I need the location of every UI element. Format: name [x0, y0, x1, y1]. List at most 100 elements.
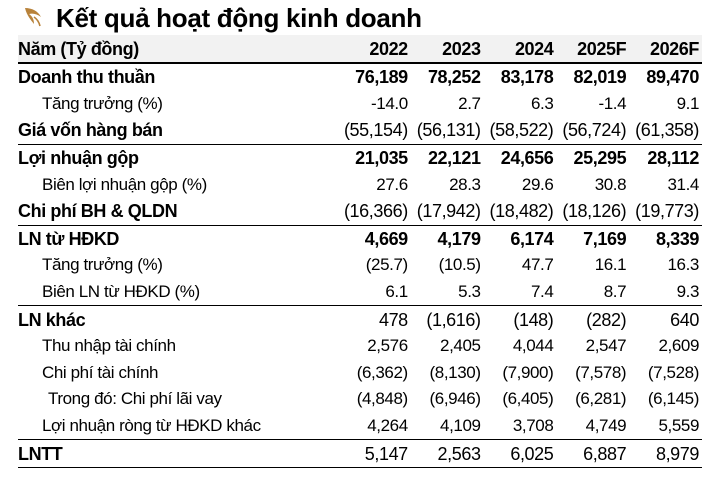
row-label: Doanh thu thuần — [18, 67, 155, 88]
header-year: 2022 — [338, 35, 411, 64]
row-label: LN từ HĐKD — [18, 224, 338, 253]
cell-value: 25,295 — [556, 143, 630, 172]
table-row: Lợi nhuận ròng từ HĐKD khác 4,264 4,109 … — [18, 413, 702, 440]
title-bar: Kết quả hoạt động kinh doanh — [0, 0, 711, 36]
cell-value: (6,405) — [502, 389, 554, 409]
cell-value: (61,358) — [635, 120, 699, 141]
cell-value: (6,281) — [575, 389, 627, 409]
row-label: Tăng trưởng (%) — [42, 255, 163, 275]
row-label: Biên LN từ HĐKD (%) — [42, 282, 200, 302]
cell-value: (1,616) — [410, 305, 484, 333]
table-header-row: Năm (Tỷ đồng) 2022 2023 2024 2025F 2026F — [18, 35, 702, 64]
header-label: Năm (Tỷ đồng) — [18, 35, 338, 64]
row-label: Chi phí tài chính — [42, 362, 159, 382]
cell-value: (58,522) — [489, 120, 554, 141]
cell-value: 24,656 — [483, 143, 557, 172]
cell-value: 27.6 — [376, 174, 408, 194]
table-row: LN từ HĐKD 4,669 4,179 6,174 7,169 8,339 — [18, 224, 702, 253]
header-year: 2025F — [556, 35, 630, 64]
table-row: Trong đó: Chi phí lãi vay (4,848) (6,946… — [18, 386, 702, 413]
cell-value: 2,405 — [440, 336, 481, 356]
page-title: Kết quả hoạt động kinh doanh — [56, 3, 422, 33]
cell-value: 6.3 — [530, 93, 554, 113]
cell-value: 6,025 — [483, 439, 557, 468]
cell-value: 6,174 — [483, 224, 557, 253]
cell-value: 8,339 — [629, 224, 702, 253]
table-row: Biên LN từ HĐKD (%) 6.1 5.3 7.4 8.7 9.3 — [18, 279, 702, 306]
header-year: 2024 — [483, 35, 557, 64]
cell-value: 2.7 — [458, 93, 481, 113]
cell-value: (7,900) — [502, 362, 554, 382]
cell-value: 16.3 — [667, 255, 700, 275]
cell-value: (25.7) — [365, 255, 408, 275]
cell-value: 640 — [629, 305, 702, 333]
cell-value: 16.1 — [594, 255, 627, 275]
cell-value: 6,887 — [556, 439, 630, 468]
cell-value: 21,035 — [338, 143, 411, 172]
cell-value: 47.7 — [521, 255, 554, 275]
row-label: Giá vốn hàng bán — [18, 120, 163, 141]
cell-value: (56,724) — [562, 120, 627, 141]
header-year: 2026F — [629, 35, 702, 64]
cell-value: (10.5) — [438, 255, 481, 275]
table-row: Tăng trưởng (%) -14.0 2.7 6.3 -1.4 9.1 — [18, 91, 702, 118]
row-label: LN khác — [18, 305, 338, 333]
cell-value: (6,145) — [647, 389, 699, 409]
table-row: Thu nhập tài chính 2,576 2,405 4,044 2,5… — [18, 333, 702, 360]
row-label: LNTT — [18, 439, 338, 468]
cell-value: (17,942) — [416, 201, 481, 222]
leaf-logo-icon — [25, 8, 41, 27]
cell-value: (7,528) — [647, 362, 699, 382]
cell-value: 5,559 — [658, 416, 699, 436]
row-label: Biên lợi nhuận gộp (%) — [42, 174, 207, 194]
cell-value: (55,154) — [343, 120, 408, 141]
table-row: Doanh thu thuần 76,189 78,252 83,178 82,… — [18, 63, 702, 91]
cell-value: 76,189 — [355, 67, 408, 88]
cell-value: 9.1 — [676, 93, 700, 113]
header-year: 2023 — [410, 35, 484, 64]
cell-value: 478 — [338, 305, 411, 333]
table-row: Giá vốn hàng bán (55,154) (56,131) (58,5… — [18, 117, 702, 144]
cell-value: 30.8 — [594, 174, 627, 194]
row-label: Lợi nhuận ròng từ HĐKD khác — [42, 416, 261, 436]
row-label: Tăng trưởng (%) — [42, 93, 163, 113]
cell-value: (56,131) — [416, 120, 481, 141]
cell-value: 8.7 — [603, 282, 627, 302]
cell-value: 2,547 — [585, 336, 627, 356]
cell-value: 5,147 — [338, 439, 411, 468]
cell-value: 22,121 — [410, 143, 484, 172]
cell-value: (148) — [483, 305, 557, 333]
cell-value: 4,109 — [440, 416, 481, 436]
cell-value: 83,178 — [500, 67, 554, 88]
cell-value: 89,470 — [646, 67, 699, 88]
table-row: Chi phí tài chính (6,362) (8,130) (7,900… — [18, 360, 702, 387]
row-label: Lợi nhuận gộp — [18, 143, 338, 172]
table-row: Tăng trưởng (%) (25.7) (10.5) 47.7 16.1 … — [18, 252, 702, 279]
income-statement-table: Năm (Tỷ đồng) 2022 2023 2024 2025F 2026F… — [18, 35, 702, 468]
cell-value: (19,773) — [635, 201, 699, 222]
cell-value: 4,179 — [410, 224, 484, 253]
cell-value: -1.4 — [598, 93, 627, 113]
table-row: Lợi nhuận gộp 21,035 22,121 24,656 25,29… — [18, 143, 702, 172]
cell-value: 2,576 — [367, 336, 408, 356]
cell-value: (8,130) — [429, 362, 481, 382]
cell-value: (18,482) — [489, 201, 554, 222]
cell-value: 2,563 — [410, 439, 484, 468]
table-row: LN khác 478 (1,616) (148) (282) 640 — [18, 305, 702, 333]
cell-value: (16,366) — [343, 201, 408, 222]
cell-value: 4,044 — [512, 336, 554, 356]
cell-value: 2,609 — [658, 336, 699, 356]
cell-value: 82,019 — [573, 67, 627, 88]
cell-value: (6,362) — [356, 362, 408, 382]
cell-value: (6,946) — [429, 389, 481, 409]
cell-value: 31.4 — [667, 174, 700, 194]
cell-value: 4,749 — [585, 416, 627, 436]
cell-value: 3,708 — [512, 416, 554, 436]
table-row: Biên lợi nhuận gộp (%) 27.6 28.3 29.6 30… — [18, 171, 702, 198]
cell-value: 28,112 — [629, 143, 702, 172]
cell-value: (4,848) — [356, 389, 408, 409]
row-label: Trong đó: Chi phí lãi vay — [48, 389, 222, 409]
cell-value: (18,126) — [562, 201, 627, 222]
cell-value: -14.0 — [371, 93, 408, 113]
table-row: Chi phí BH & QLDN (16,366) (17,942) (18,… — [18, 198, 702, 225]
